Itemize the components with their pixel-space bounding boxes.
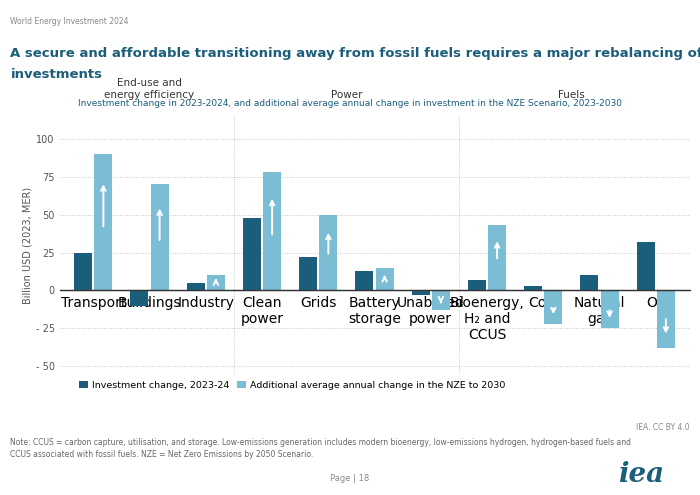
Text: World Energy Investment 2024: World Energy Investment 2024 [10,17,129,26]
Bar [376,268,393,291]
Bar [263,172,281,291]
Bar [432,291,450,310]
Bar [580,275,598,291]
Bar [319,215,337,291]
Bar [545,291,562,324]
Bar [412,291,430,295]
Text: Fuels: Fuels [558,90,584,100]
Text: Overview and key findings: Overview and key findings [497,10,626,20]
Text: iea: iea [617,461,664,488]
Bar [150,185,169,291]
Bar [299,257,317,291]
Bar [488,225,506,291]
Bar [94,154,113,291]
Bar [74,252,92,291]
Text: End-use and
energy efficiency: End-use and energy efficiency [104,78,195,100]
Text: A secure and affordable transitioning away from fossil fuels requires a major re: A secure and affordable transitioning aw… [10,47,700,60]
Text: IEA. CC BY 4.0: IEA. CC BY 4.0 [636,423,690,432]
Bar [657,291,675,348]
Text: Page | 18: Page | 18 [330,474,370,483]
Bar [601,291,619,328]
Legend: Investment change, 2023-24, Additional average annual change in the NZE to 2030: Investment change, 2023-24, Additional a… [75,377,509,394]
Bar [207,275,225,291]
Text: Power: Power [330,90,362,100]
Bar [356,271,373,291]
Y-axis label: Billion USD (2023, MER): Billion USD (2023, MER) [22,187,33,303]
Text: Note: CCUS = carbon capture, utilisation, and storage. Low-emissions generation : Note: CCUS = carbon capture, utilisation… [10,438,631,459]
Bar [130,291,148,305]
Bar [524,286,542,291]
Bar [187,283,204,291]
Bar [468,280,486,291]
Text: investments: investments [10,68,102,81]
Bar [243,218,261,291]
Text: Investment change in 2023-2024, and additional average annual change in investme: Investment change in 2023-2024, and addi… [78,99,622,108]
Bar [636,242,655,291]
